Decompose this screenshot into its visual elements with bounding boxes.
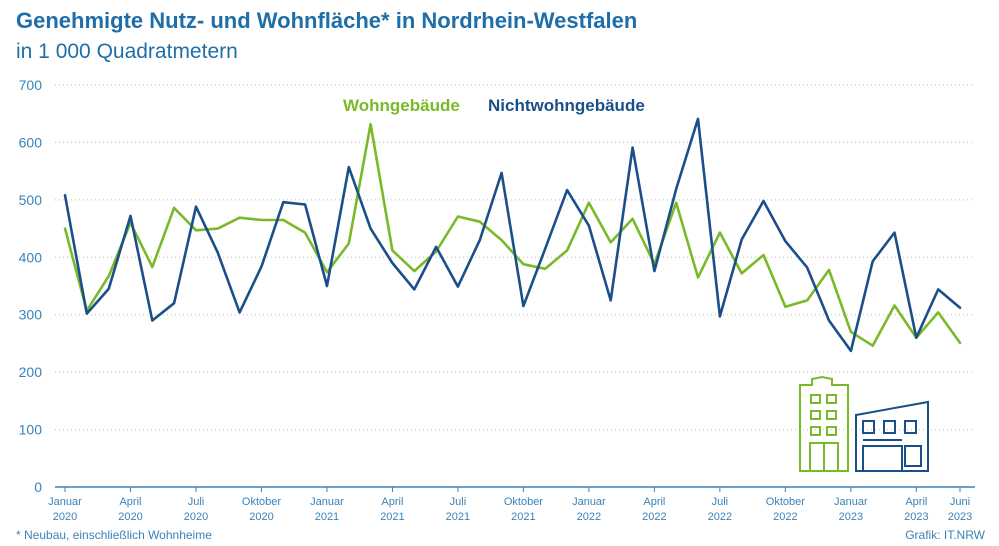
x-tick-year: 2020 bbox=[118, 511, 142, 523]
x-axis: Januar 2020 April 2020 Juli 2020 Oktober 2020 Ja… bbox=[48, 487, 972, 523]
x-tick-year: 2022 bbox=[773, 511, 797, 523]
legend-nichtwohngebaeude: Nichtwohngebäude bbox=[488, 96, 645, 115]
x-tick-label: April bbox=[905, 496, 927, 508]
chart-title: Genehmigte Nutz- und Wohnfläche* in Nord… bbox=[16, 8, 638, 33]
x-tick-label: April bbox=[643, 496, 665, 508]
x-tick-year: 2023 bbox=[904, 511, 928, 523]
x-tick-year: 2021 bbox=[446, 511, 470, 523]
x-tick-label: Juli bbox=[450, 496, 467, 508]
series-line-wohngebaeude bbox=[63, 122, 962, 348]
x-tick-year: 2020 bbox=[249, 511, 273, 523]
y-tick-label: 0 bbox=[34, 479, 42, 495]
x-tick-label: Januar bbox=[572, 496, 606, 508]
x-tick-label: Juli bbox=[188, 496, 205, 508]
x-tick-year: 2021 bbox=[380, 511, 404, 523]
y-tick-label: 700 bbox=[19, 77, 43, 93]
x-tick-year: 2020 bbox=[53, 511, 77, 523]
x-tick-year: 2023 bbox=[839, 511, 863, 523]
series-lines bbox=[63, 117, 962, 353]
x-tick-label: April bbox=[381, 496, 403, 508]
residential-building-icon bbox=[799, 375, 849, 472]
x-tick-year: 2022 bbox=[577, 511, 601, 523]
x-tick-year: 2021 bbox=[315, 511, 339, 523]
x-tick-year: 2022 bbox=[642, 511, 666, 523]
y-tick-label: 600 bbox=[19, 134, 43, 150]
x-tick-label: Oktober bbox=[242, 496, 281, 508]
legend-wohngebaeude: Wohngebäude bbox=[343, 96, 460, 115]
y-tick-label: 100 bbox=[19, 422, 43, 438]
y-tick-label: 300 bbox=[19, 307, 43, 323]
x-tick-year: 2020 bbox=[184, 511, 208, 523]
source-credit: Grafik: IT.NRW bbox=[905, 528, 985, 542]
x-tick-label: Juni bbox=[950, 496, 970, 508]
x-tick-label: April bbox=[119, 496, 141, 508]
x-tick-year: 2023 bbox=[948, 511, 972, 523]
chart-subtitle: in 1 000 Quadratmetern bbox=[16, 40, 238, 63]
x-tick-label: Januar bbox=[48, 496, 82, 508]
y-axis: 0 100 200 300 400 500 600 700 bbox=[19, 77, 43, 495]
series-line-nichtwohngebaeude bbox=[63, 117, 962, 353]
x-tick-label: Juli bbox=[712, 496, 729, 508]
x-tick-year: 2022 bbox=[708, 511, 732, 523]
x-tick-year: 2021 bbox=[511, 511, 535, 523]
y-tick-label: 500 bbox=[19, 192, 43, 208]
y-tick-label: 200 bbox=[19, 364, 43, 380]
x-tick-label: Januar bbox=[834, 496, 868, 508]
commercial-building-icon bbox=[855, 400, 929, 472]
footnote: * Neubau, einschließlich Wohnheime bbox=[16, 528, 212, 542]
x-tick-label: Oktober bbox=[766, 496, 805, 508]
x-tick-label: Oktober bbox=[504, 496, 543, 508]
y-tick-label: 400 bbox=[19, 249, 43, 265]
x-tick-label: Januar bbox=[310, 496, 344, 508]
